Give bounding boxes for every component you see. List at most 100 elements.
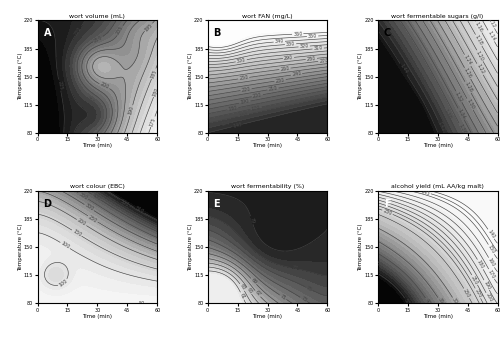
Text: A: A (44, 28, 51, 38)
Text: 210: 210 (470, 275, 479, 285)
Text: 200: 200 (252, 92, 262, 99)
Text: 1.22: 1.22 (475, 63, 485, 75)
Y-axis label: Temperature (°C): Temperature (°C) (188, 224, 192, 271)
Text: 145: 145 (420, 189, 430, 196)
Text: 340: 340 (274, 39, 284, 44)
Y-axis label: Temperature (°C): Temperature (°C) (18, 224, 22, 271)
Text: 225: 225 (56, 80, 63, 90)
Text: 170: 170 (487, 269, 496, 279)
Text: 320: 320 (300, 44, 309, 49)
Text: 1.42: 1.42 (436, 120, 446, 132)
Text: 200: 200 (99, 82, 110, 90)
Title: alcohol yield (mL AA/kg malt): alcohol yield (mL AA/kg malt) (391, 184, 484, 189)
Text: 100: 100 (60, 241, 70, 250)
Text: 1.28: 1.28 (463, 81, 473, 93)
Title: wort fermentability (%): wort fermentability (%) (231, 184, 304, 189)
Text: 220: 220 (474, 288, 482, 299)
Text: 300: 300 (236, 57, 246, 64)
Text: 1.44: 1.44 (398, 63, 408, 75)
Text: 69: 69 (250, 277, 258, 285)
Text: 280: 280 (306, 56, 316, 62)
Text: 230: 230 (275, 77, 285, 84)
Text: 150: 150 (72, 228, 82, 238)
Text: 360: 360 (293, 31, 302, 37)
Text: 61: 61 (238, 292, 246, 300)
Text: 300: 300 (451, 297, 460, 308)
Text: 250: 250 (88, 214, 98, 223)
X-axis label: Time (min): Time (min) (82, 143, 112, 148)
Text: 400: 400 (91, 193, 102, 202)
Text: 1.32: 1.32 (454, 91, 464, 103)
Title: wort colour (EBC): wort colour (EBC) (70, 184, 125, 189)
Text: 205: 205 (116, 25, 124, 36)
Y-axis label: Temperature (°C): Temperature (°C) (188, 53, 192, 100)
Text: 300: 300 (84, 203, 94, 212)
Text: 220: 220 (241, 86, 251, 93)
Text: 190: 190 (482, 280, 491, 290)
Text: 180: 180 (152, 87, 160, 97)
Text: 65: 65 (246, 287, 253, 295)
Text: 150: 150 (486, 244, 496, 255)
Text: 200: 200 (484, 293, 493, 303)
Text: 1.24: 1.24 (463, 54, 472, 66)
Text: 1.26: 1.26 (463, 68, 472, 79)
Text: 63: 63 (238, 283, 246, 291)
Text: 350: 350 (78, 191, 88, 201)
Text: 75: 75 (305, 285, 313, 292)
Y-axis label: Temperature (°C): Temperature (°C) (358, 53, 363, 100)
X-axis label: Time (min): Time (min) (252, 143, 282, 148)
Text: 1.36: 1.36 (458, 123, 467, 135)
Text: 77: 77 (291, 265, 298, 271)
Text: 1.38: 1.38 (442, 108, 452, 120)
Text: 1.12: 1.12 (486, 17, 496, 29)
Title: wort volume (mL): wort volume (mL) (70, 14, 126, 19)
X-axis label: Time (min): Time (min) (252, 314, 282, 319)
Text: 190: 190 (240, 99, 250, 105)
Text: 290: 290 (284, 55, 294, 61)
Text: 230: 230 (382, 208, 393, 216)
Text: 400: 400 (424, 297, 433, 308)
Text: 1.14: 1.14 (486, 30, 496, 42)
Text: 450: 450 (106, 195, 116, 205)
Title: wort FAN (mg/L): wort FAN (mg/L) (242, 14, 293, 19)
Text: E: E (214, 199, 220, 209)
Text: 270: 270 (319, 58, 328, 64)
Text: 500: 500 (403, 297, 412, 308)
Text: 210: 210 (268, 86, 278, 92)
Text: 170: 170 (251, 105, 261, 112)
Text: 1.16: 1.16 (474, 21, 484, 33)
Text: 140: 140 (486, 229, 496, 239)
Text: 510: 510 (134, 206, 144, 215)
Y-axis label: Temperature (°C): Temperature (°C) (18, 53, 22, 100)
Text: 185: 185 (150, 69, 158, 79)
Text: 50: 50 (138, 301, 144, 306)
Text: 220: 220 (74, 26, 83, 36)
Text: 140: 140 (232, 122, 243, 129)
Text: 100: 100 (58, 278, 68, 288)
Text: 175: 175 (149, 117, 157, 127)
X-axis label: Time (min): Time (min) (82, 314, 112, 319)
Text: 1.18: 1.18 (474, 34, 484, 46)
Text: 195: 195 (144, 22, 154, 32)
Text: 1.40: 1.40 (416, 70, 426, 82)
X-axis label: Time (min): Time (min) (422, 314, 452, 319)
X-axis label: Time (min): Time (min) (422, 143, 452, 148)
Text: 200: 200 (76, 218, 87, 227)
Title: wort fermentable sugars (g/l): wort fermentable sugars (g/l) (392, 14, 484, 19)
Text: D: D (44, 199, 52, 209)
Text: 310: 310 (314, 46, 323, 51)
Text: 250: 250 (238, 75, 248, 81)
Text: 180: 180 (476, 259, 485, 270)
Text: 215: 215 (85, 95, 96, 105)
Text: 79: 79 (248, 217, 255, 224)
Text: F: F (384, 199, 390, 209)
Text: 67: 67 (254, 290, 262, 298)
Text: 350: 350 (308, 33, 318, 39)
Text: 1.34: 1.34 (456, 108, 466, 120)
Text: 260: 260 (280, 66, 290, 72)
Text: 190: 190 (128, 105, 135, 116)
Text: 1.20: 1.20 (475, 50, 485, 62)
Text: 350: 350 (436, 297, 446, 308)
Text: 210: 210 (92, 34, 104, 43)
Text: 1.30: 1.30 (465, 98, 475, 110)
